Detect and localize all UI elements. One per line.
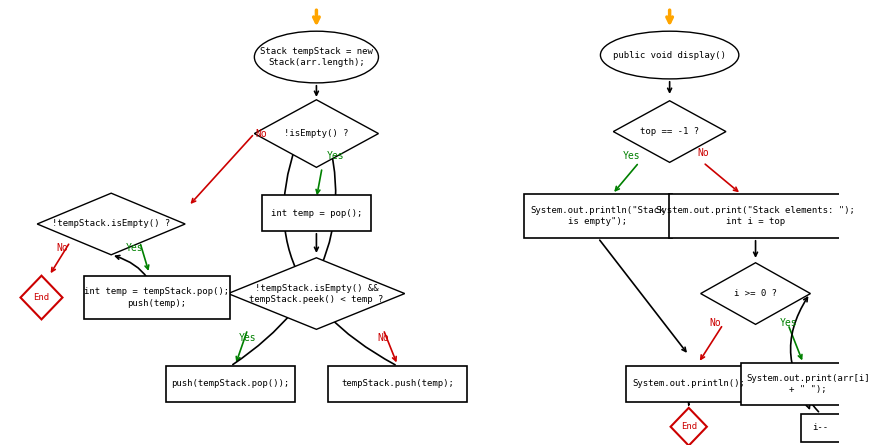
Text: System.out.print("Stack elements: ");
int i = top: System.out.print("Stack elements: "); in…: [656, 206, 855, 226]
Polygon shape: [671, 408, 707, 446]
Text: Yes: Yes: [126, 243, 144, 253]
Text: i--: i--: [812, 423, 829, 432]
Text: System.out.println();: System.out.println();: [632, 380, 745, 388]
Text: Yes: Yes: [239, 333, 256, 343]
Text: tempStack.push(temp);: tempStack.push(temp);: [341, 380, 454, 388]
Text: !isEmpty() ?: !isEmpty() ?: [284, 129, 349, 138]
Text: Stack tempStack = new
Stack(arr.length);: Stack tempStack = new Stack(arr.length);: [260, 47, 373, 67]
Polygon shape: [613, 101, 726, 162]
FancyBboxPatch shape: [524, 194, 672, 238]
Polygon shape: [701, 263, 810, 324]
FancyBboxPatch shape: [802, 414, 839, 442]
Polygon shape: [228, 258, 404, 329]
Text: !tempStack.isEmpty() ?: !tempStack.isEmpty() ?: [52, 219, 170, 228]
Text: End: End: [681, 422, 697, 431]
Text: System.out.print(arr[i]
+ " ");: System.out.print(arr[i] + " ");: [746, 374, 870, 394]
FancyBboxPatch shape: [328, 366, 467, 402]
Ellipse shape: [601, 31, 738, 79]
Polygon shape: [254, 100, 379, 167]
Text: No: No: [255, 128, 267, 139]
Text: No: No: [377, 333, 389, 343]
Polygon shape: [37, 193, 185, 255]
FancyBboxPatch shape: [668, 194, 843, 238]
FancyBboxPatch shape: [261, 195, 371, 231]
Text: int temp = pop();: int temp = pop();: [271, 209, 362, 218]
Text: No: No: [697, 149, 709, 158]
Text: No: No: [57, 243, 68, 253]
Text: push(tempStack.pop());: push(tempStack.pop());: [171, 380, 289, 388]
Text: No: No: [709, 318, 721, 328]
Text: top == -1 ?: top == -1 ?: [640, 127, 699, 136]
Polygon shape: [20, 276, 62, 319]
Text: !tempStack.isEmpty() &&
tempStack.peek() < temp ?: !tempStack.isEmpty() && tempStack.peek()…: [249, 284, 383, 304]
FancyBboxPatch shape: [166, 366, 295, 402]
Text: End: End: [33, 293, 49, 302]
Text: i >= 0 ?: i >= 0 ?: [734, 289, 777, 298]
Text: Yes: Yes: [327, 152, 345, 161]
FancyBboxPatch shape: [625, 366, 752, 402]
Text: int temp = tempStack.pop();
push(temp);: int temp = tempStack.pop(); push(temp);: [84, 288, 230, 308]
Text: System.out.println("Stack
is empty");: System.out.println("Stack is empty");: [531, 206, 666, 226]
FancyBboxPatch shape: [84, 276, 230, 319]
Text: Yes: Yes: [781, 318, 798, 328]
Ellipse shape: [254, 31, 379, 83]
FancyBboxPatch shape: [741, 363, 875, 405]
Text: public void display(): public void display(): [613, 50, 726, 60]
Text: Yes: Yes: [623, 152, 640, 161]
